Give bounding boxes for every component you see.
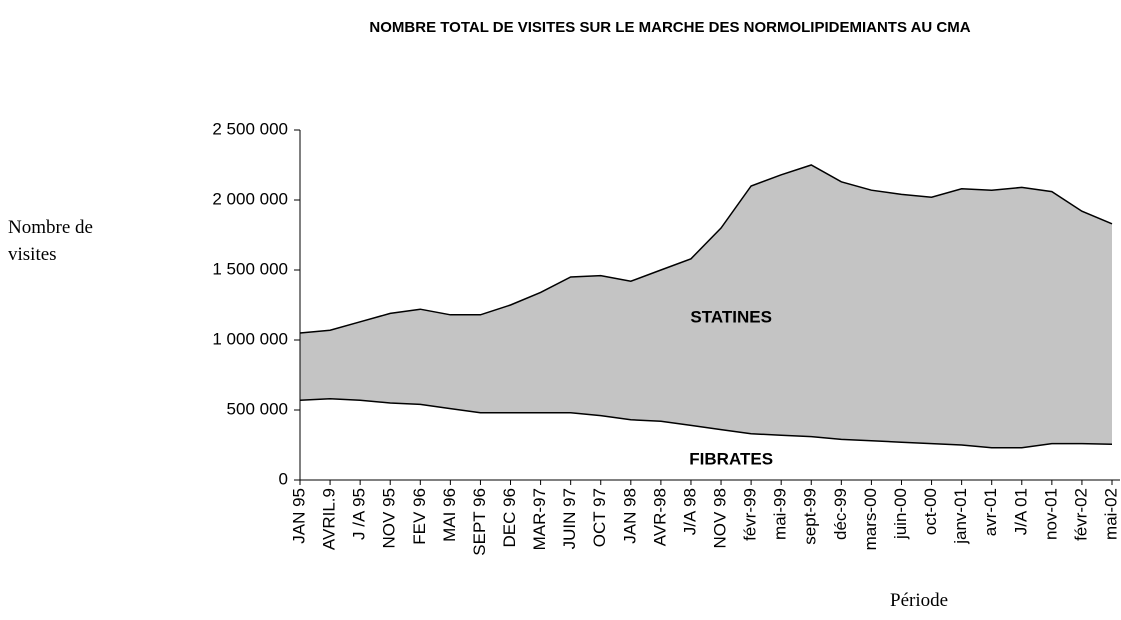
area (300, 165, 1112, 448)
x-tick-label: JAN 95 (289, 488, 308, 544)
x-tick-label: J /A 95 (350, 488, 369, 540)
area-outline (299, 164, 1113, 334)
series-label: STATINES (690, 308, 772, 327)
area-outline (299, 398, 1113, 449)
y-tick-label: 0 (279, 469, 288, 488)
x-tick-label: JUIN 97 (560, 488, 579, 549)
x-tick-label: MAR-97 (530, 488, 549, 550)
series-label: FIBRATES (689, 449, 773, 468)
chart-title: NOMBRE TOTAL DE VISITES SUR LE MARCHE DE… (369, 19, 971, 36)
area (300, 398, 1112, 480)
x-tick-label: avr-01 (981, 488, 1000, 536)
x-tick-label: NOV 95 (380, 488, 399, 548)
y-tick-label: 1 500 000 (212, 259, 288, 278)
x-tick-label: MAI 96 (440, 488, 459, 542)
x-tick-label: mars-00 (861, 488, 880, 550)
x-tick-label: NOV 98 (711, 488, 730, 548)
x-tick-label: sept-99 (801, 488, 820, 545)
x-axis-label: Période (890, 590, 949, 611)
x-tick-label: FEV 96 (410, 488, 429, 545)
y-axis-label: Nombre de visites (8, 217, 93, 265)
x-tick-label: AVR-98 (650, 488, 669, 546)
x-tick-label: déc-99 (831, 488, 850, 540)
x-tick-label: JAN 98 (620, 488, 639, 544)
x-tick-label: févr-02 (1071, 488, 1090, 541)
x-tick-label: févr-99 (741, 488, 760, 541)
x-tick-label: oct-00 (921, 488, 940, 535)
x-tick-label: mai-02 (1101, 488, 1120, 540)
y-tick-label: 1 000 000 (212, 329, 288, 348)
x-tick-label: juin-00 (891, 488, 910, 540)
x-tick-label: OCT 97 (590, 488, 609, 547)
x-tick-label: AVRIL.9 (320, 488, 339, 550)
x-tick-label: J/A 98 (680, 488, 699, 535)
x-tick-label: mai-99 (771, 488, 790, 540)
x-tick-label: J/A 01 (1011, 488, 1030, 535)
x-tick-label: janv-01 (951, 488, 970, 545)
y-tick-label: 2 000 000 (212, 189, 288, 208)
x-tick-label: nov-01 (1041, 488, 1060, 540)
x-tick-label: DEC 96 (500, 488, 519, 548)
y-tick-label: 2 500 000 (212, 119, 288, 138)
x-tick-label: SEPT 96 (470, 488, 489, 556)
y-tick-label: 500 000 (227, 399, 288, 418)
